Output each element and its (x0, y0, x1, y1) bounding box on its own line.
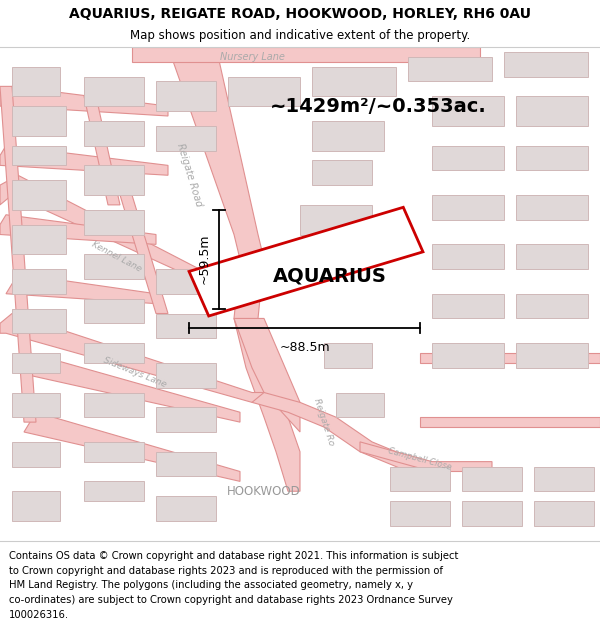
Polygon shape (6, 274, 156, 304)
Polygon shape (432, 146, 504, 170)
Polygon shape (84, 210, 144, 234)
Polygon shape (84, 96, 120, 205)
Polygon shape (534, 501, 594, 526)
Polygon shape (156, 363, 216, 388)
Polygon shape (12, 146, 66, 166)
Polygon shape (18, 353, 240, 422)
Polygon shape (12, 180, 66, 210)
Polygon shape (84, 76, 144, 106)
Polygon shape (516, 195, 588, 219)
Polygon shape (189, 208, 423, 316)
Polygon shape (390, 466, 450, 491)
Polygon shape (84, 254, 144, 279)
Polygon shape (300, 205, 372, 234)
Polygon shape (156, 314, 216, 338)
Polygon shape (420, 353, 600, 363)
Polygon shape (12, 442, 60, 466)
Polygon shape (0, 86, 36, 422)
Text: Sideways Lane: Sideways Lane (102, 356, 168, 389)
Text: AQUARIUS, REIGATE ROAD, HOOKWOOD, HORLEY, RH6 0AU: AQUARIUS, REIGATE ROAD, HOOKWOOD, HORLEY… (69, 7, 531, 21)
Text: ~59.5m: ~59.5m (197, 234, 211, 284)
Text: to Crown copyright and database rights 2023 and is reproduced with the permissio: to Crown copyright and database rights 2… (9, 566, 443, 576)
Polygon shape (336, 392, 384, 418)
Text: Reigate Ro: Reigate Ro (312, 398, 336, 447)
Polygon shape (462, 466, 522, 491)
Polygon shape (84, 442, 144, 462)
Polygon shape (12, 491, 60, 521)
Polygon shape (516, 96, 588, 126)
Polygon shape (84, 299, 144, 323)
Polygon shape (420, 418, 600, 427)
Polygon shape (504, 52, 588, 76)
Text: Reigate Road: Reigate Road (175, 142, 203, 208)
Polygon shape (12, 269, 66, 294)
Polygon shape (12, 67, 60, 96)
Polygon shape (84, 121, 144, 146)
Polygon shape (156, 126, 216, 151)
Polygon shape (12, 392, 60, 418)
Polygon shape (156, 81, 216, 111)
Polygon shape (408, 57, 492, 81)
Polygon shape (156, 408, 216, 432)
Polygon shape (516, 294, 588, 318)
Text: HOOKWOOD: HOOKWOOD (227, 485, 301, 498)
Polygon shape (234, 318, 300, 432)
Text: Campbell Close: Campbell Close (388, 446, 452, 472)
Text: Kennel Lane: Kennel Lane (91, 240, 143, 274)
Polygon shape (432, 96, 504, 126)
Polygon shape (516, 146, 588, 170)
Polygon shape (534, 466, 594, 491)
Polygon shape (84, 166, 144, 195)
Text: ~1429m²/~0.353ac.: ~1429m²/~0.353ac. (269, 97, 487, 116)
Polygon shape (24, 412, 240, 481)
Polygon shape (516, 343, 588, 367)
Polygon shape (84, 392, 144, 418)
Polygon shape (300, 254, 348, 274)
Polygon shape (252, 392, 432, 476)
Polygon shape (432, 294, 504, 318)
Polygon shape (0, 146, 168, 175)
Text: co-ordinates) are subject to Crown copyright and database rights 2023 Ordnance S: co-ordinates) are subject to Crown copyr… (9, 595, 453, 605)
Polygon shape (360, 442, 492, 471)
Polygon shape (0, 215, 156, 244)
Polygon shape (228, 76, 300, 106)
Polygon shape (312, 121, 384, 151)
Polygon shape (0, 175, 240, 294)
Text: Map shows position and indicative extent of the property.: Map shows position and indicative extent… (130, 29, 470, 42)
Polygon shape (390, 501, 450, 526)
Polygon shape (0, 86, 168, 116)
Text: HM Land Registry. The polygons (including the associated geometry, namely x, y: HM Land Registry. The polygons (includin… (9, 580, 413, 590)
Polygon shape (432, 343, 504, 367)
Polygon shape (120, 195, 168, 314)
Polygon shape (156, 496, 216, 521)
Text: AQUARIUS: AQUARIUS (273, 267, 387, 286)
Polygon shape (432, 195, 504, 219)
Polygon shape (516, 244, 588, 269)
Polygon shape (12, 309, 66, 333)
Text: Nursery Lane: Nursery Lane (220, 52, 284, 62)
Polygon shape (84, 343, 144, 363)
Text: ~88.5m: ~88.5m (279, 341, 330, 354)
Text: Contains OS data © Crown copyright and database right 2021. This information is : Contains OS data © Crown copyright and d… (9, 551, 458, 561)
Polygon shape (312, 161, 372, 185)
Polygon shape (312, 67, 396, 96)
Polygon shape (84, 481, 144, 501)
Polygon shape (156, 269, 216, 294)
Polygon shape (132, 47, 480, 62)
Text: 100026316.: 100026316. (9, 610, 69, 620)
Polygon shape (324, 343, 372, 367)
Polygon shape (432, 244, 504, 269)
Polygon shape (0, 314, 264, 402)
Polygon shape (168, 47, 300, 491)
Polygon shape (156, 452, 216, 476)
Polygon shape (12, 106, 66, 136)
Polygon shape (462, 501, 522, 526)
Polygon shape (12, 353, 60, 372)
Polygon shape (12, 224, 66, 254)
